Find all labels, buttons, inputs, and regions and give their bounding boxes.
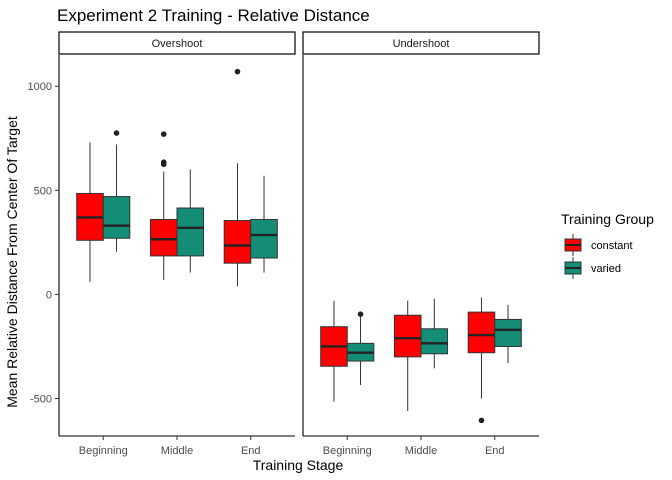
legend-item-constant: constant bbox=[564, 234, 633, 256]
box-middle-constant bbox=[393, 300, 422, 412]
box-iqr bbox=[420, 328, 449, 355]
outlier-point bbox=[234, 68, 241, 75]
x-tick-label: Middle bbox=[161, 445, 193, 457]
box-end-constant bbox=[223, 68, 252, 287]
y-tick-label: 500 bbox=[34, 185, 52, 197]
facet-strip bbox=[58, 31, 296, 55]
x-tick-label: End bbox=[241, 445, 261, 457]
facet-panels: Overshoot Undershoot bbox=[58, 31, 540, 437]
outlier-point bbox=[113, 130, 120, 136]
box-beginning-varied bbox=[346, 311, 375, 385]
box-iqr bbox=[494, 318, 522, 347]
y-tick-label: 1000 bbox=[28, 81, 52, 93]
box-beginning-constant bbox=[76, 142, 104, 282]
legend-title: Training Group bbox=[561, 211, 654, 227]
box-iqr bbox=[149, 218, 178, 257]
box-beginning-varied bbox=[102, 130, 131, 252]
outlier-point bbox=[478, 417, 485, 424]
y-tick-label: -500 bbox=[30, 394, 52, 406]
facet-overshoot: Overshoot bbox=[58, 31, 296, 437]
chart-title: Experiment 2 Training - Relative Distanc… bbox=[57, 6, 370, 25]
legend-label: varied bbox=[591, 263, 621, 275]
box-end-varied bbox=[494, 304, 522, 364]
x-tick-label: Middle bbox=[405, 445, 437, 457]
x-tick-label: Beginning bbox=[323, 445, 372, 457]
box-middle-varied bbox=[176, 169, 205, 273]
box-iqr bbox=[176, 207, 205, 257]
legend-item-varied: varied bbox=[564, 257, 621, 279]
y-axis: -500 0 500 1000 bbox=[28, 81, 59, 406]
y-tick-label: 0 bbox=[46, 289, 52, 301]
x-tick-label: Beginning bbox=[79, 445, 128, 457]
box-middle-constant bbox=[149, 131, 178, 280]
facet-strip-label: Overshoot bbox=[152, 38, 203, 50]
facet-strip-label: Undershoot bbox=[393, 38, 450, 50]
facet-undershoot: Undershoot bbox=[302, 31, 540, 437]
y-axis-title: Mean Relative Distance From Center Of Ta… bbox=[4, 116, 20, 408]
x-tick-label: End bbox=[485, 445, 505, 457]
box-iqr bbox=[223, 220, 252, 264]
box-iqr bbox=[393, 314, 422, 358]
box-iqr bbox=[102, 196, 131, 239]
box-beginning-constant bbox=[320, 300, 348, 402]
x-axis-title: Training Stage bbox=[253, 457, 344, 473]
x-axis: Beginning Middle End Beginning Middle End bbox=[79, 436, 505, 457]
box-iqr bbox=[250, 218, 278, 259]
outlier-point bbox=[160, 131, 167, 137]
outlier-point bbox=[357, 311, 364, 318]
box-middle-varied bbox=[420, 298, 449, 369]
facet-strip bbox=[302, 31, 540, 55]
outlier-point bbox=[160, 159, 167, 166]
legend: Training Group constant varied bbox=[561, 211, 654, 279]
box-end-varied bbox=[250, 175, 278, 273]
box-iqr bbox=[467, 311, 496, 354]
box-end-constant bbox=[467, 297, 496, 424]
legend-label: constant bbox=[591, 240, 633, 252]
